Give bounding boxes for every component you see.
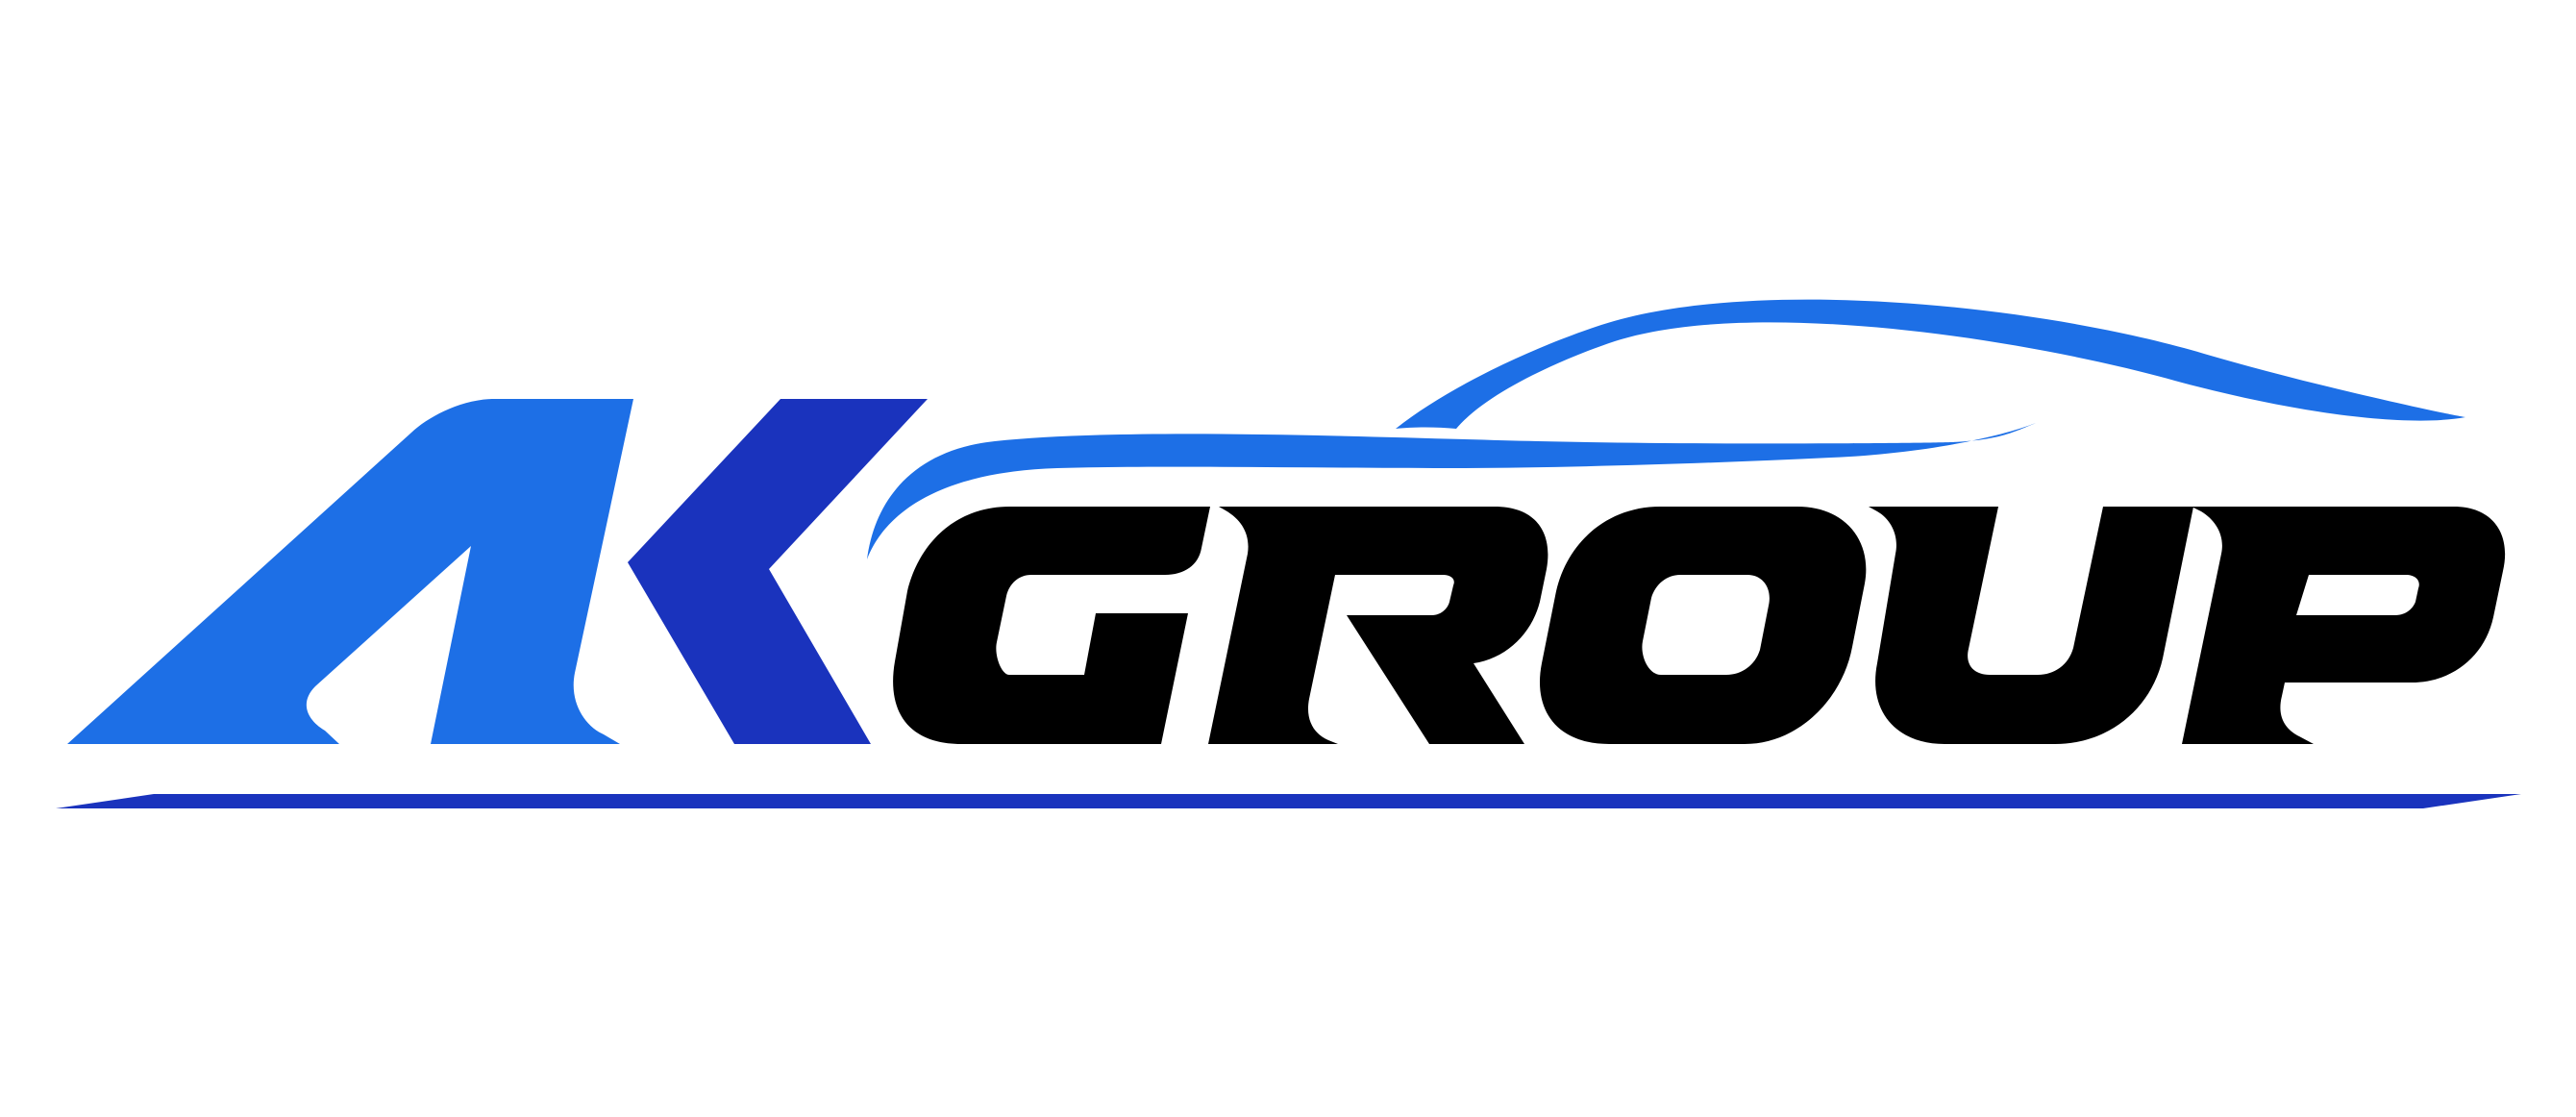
letter-a <box>67 399 633 744</box>
underline-bar <box>56 794 2521 808</box>
letter-r <box>1208 507 1548 744</box>
letter-k <box>628 399 928 744</box>
car-body-swoosh <box>867 423 2036 559</box>
letter-u <box>1869 507 2193 744</box>
letter-p <box>2182 507 2506 744</box>
letter-o <box>1539 507 1867 744</box>
car-roof-swoosh <box>1396 299 2465 429</box>
letter-g <box>893 507 1210 744</box>
